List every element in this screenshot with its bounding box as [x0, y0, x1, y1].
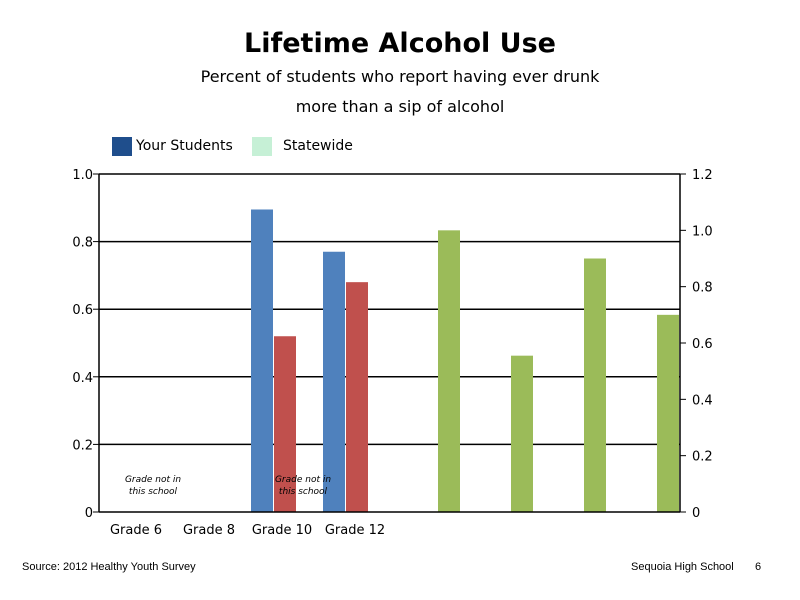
- right-tick-label: 0: [692, 506, 700, 521]
- chart-subtitle-line-1: Percent of students who report having ev…: [200, 67, 600, 86]
- school-name: Sequoia High School: [631, 561, 734, 573]
- bar-blue-grade-10: [251, 209, 273, 513]
- annotation-text: this school: [279, 487, 328, 497]
- annotation-text: this school: [129, 487, 178, 497]
- chart-title: Lifetime Alcohol Use: [244, 28, 556, 59]
- bar-green-4: [657, 314, 679, 512]
- bar-green-1: [438, 230, 460, 513]
- left-tick-label: 0.6: [72, 303, 93, 318]
- annotation-text: Grade not in: [275, 475, 331, 485]
- bar-blue-grade-12: [323, 251, 345, 513]
- legend-label-your-students: Your Students: [136, 138, 233, 154]
- right-tick-label: 1.0: [692, 224, 713, 239]
- legend-swatch-your-students: [112, 137, 132, 156]
- bar-red-grade-10: [274, 336, 296, 512]
- right-tick-label: 0.2: [692, 450, 713, 465]
- right-tick-label: 0.6: [692, 337, 713, 352]
- legend-swatch-statewide: [252, 137, 272, 156]
- category-label: Grade 8: [183, 523, 235, 538]
- page-number: 6: [755, 561, 762, 573]
- annotation-text: Grade not in: [125, 475, 181, 485]
- right-tick-label: 0.4: [692, 393, 713, 408]
- right-tick-label: 1.2: [692, 168, 713, 183]
- left-tick-label: 0: [85, 506, 93, 521]
- left-tick-label: 0.2: [72, 438, 93, 453]
- category-label: Grade 12: [325, 523, 385, 538]
- left-tick-label: 0.8: [72, 236, 93, 251]
- bar-red-grade-12: [346, 282, 368, 512]
- category-label: Grade 10: [252, 523, 312, 538]
- legend-label-statewide: Statewide: [283, 138, 353, 154]
- chart-subtitle-line-2: more than a sip of alcohol: [295, 97, 505, 116]
- left-tick-label: 1.0: [72, 168, 93, 183]
- bar-green-3: [584, 258, 606, 512]
- category-label: Grade 6: [110, 523, 162, 538]
- left-tick-label: 0.4: [72, 371, 93, 386]
- source-note: Source: 2012 Healthy Youth Survey: [22, 561, 196, 573]
- right-tick-label: 0.8: [692, 281, 713, 296]
- bar-green-2: [511, 355, 533, 512]
